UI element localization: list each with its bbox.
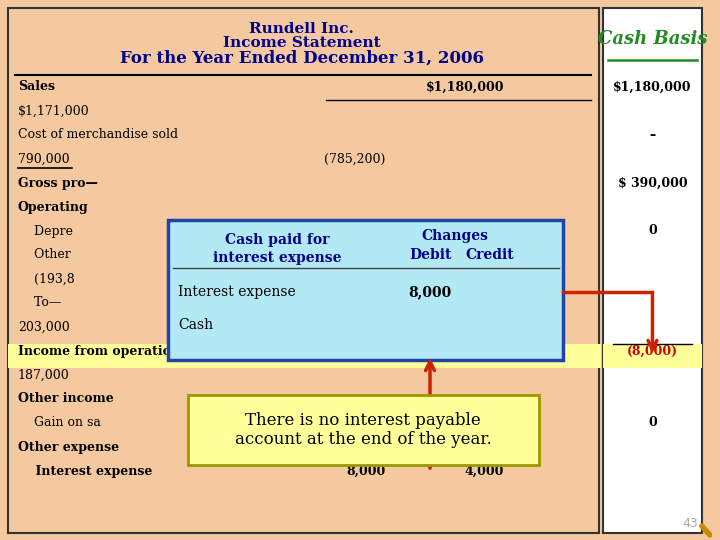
Text: Gain on sa: Gain on sa <box>18 416 101 429</box>
FancyBboxPatch shape <box>8 8 599 533</box>
Text: Debit: Debit <box>409 248 451 262</box>
Text: interest expense: interest expense <box>212 251 341 265</box>
Text: 203,000: 203,000 <box>18 321 70 334</box>
FancyBboxPatch shape <box>603 8 702 533</box>
Text: Other: Other <box>18 248 71 261</box>
FancyBboxPatch shape <box>603 344 702 368</box>
Text: 4,000: 4,000 <box>465 464 504 477</box>
Text: There is no interest payable
account at the end of the year.: There is no interest payable account at … <box>235 411 492 448</box>
Text: Rundell Inc.: Rundell Inc. <box>249 22 354 36</box>
Text: Interest expense: Interest expense <box>178 285 296 299</box>
Text: Cash: Cash <box>178 318 213 332</box>
Text: (8,000): (8,000) <box>627 345 678 357</box>
Text: To—: To— <box>18 296 61 309</box>
Text: (193,8: (193,8 <box>18 273 75 286</box>
Text: Income from operations: Income from operations <box>18 345 186 357</box>
Text: 187,000: 187,000 <box>18 368 70 381</box>
Text: –: – <box>649 129 655 141</box>
Text: $ 390,000: $ 390,000 <box>618 177 688 190</box>
Text: Gross pro—: Gross pro— <box>18 177 98 190</box>
Text: $1,180,000: $1,180,000 <box>613 80 692 93</box>
Text: Cost of merchandise sold: Cost of merchandise sold <box>18 129 178 141</box>
Text: (785,200): (785,200) <box>324 152 385 165</box>
Text: 8,000: 8,000 <box>408 285 451 299</box>
Text: Cash Basis: Cash Basis <box>598 30 707 48</box>
Text: $1,171,000: $1,171,000 <box>18 105 89 118</box>
Text: 43: 43 <box>682 517 698 530</box>
Text: For the Year Ended December 31, 2006: For the Year Ended December 31, 2006 <box>120 50 484 67</box>
Text: 0: 0 <box>648 416 657 429</box>
FancyBboxPatch shape <box>188 395 539 465</box>
Text: Sales: Sales <box>18 80 55 93</box>
FancyBboxPatch shape <box>168 220 564 360</box>
Text: Depre: Depre <box>18 225 73 238</box>
Text: Interest expense: Interest expense <box>18 464 152 477</box>
Text: 8,000: 8,000 <box>346 464 385 477</box>
Text: 790,000: 790,000 <box>18 152 69 165</box>
Text: Other expense: Other expense <box>18 441 119 454</box>
Text: Other income: Other income <box>18 393 114 406</box>
Text: Changes: Changes <box>421 229 488 243</box>
Text: $1,180,000: $1,180,000 <box>426 80 504 93</box>
FancyBboxPatch shape <box>8 344 601 368</box>
Text: Income Statement: Income Statement <box>222 36 380 50</box>
Text: Credit: Credit <box>465 248 513 262</box>
Text: Operating: Operating <box>18 200 89 213</box>
Text: Cash paid for: Cash paid for <box>225 233 329 247</box>
Text: 0: 0 <box>648 225 657 238</box>
